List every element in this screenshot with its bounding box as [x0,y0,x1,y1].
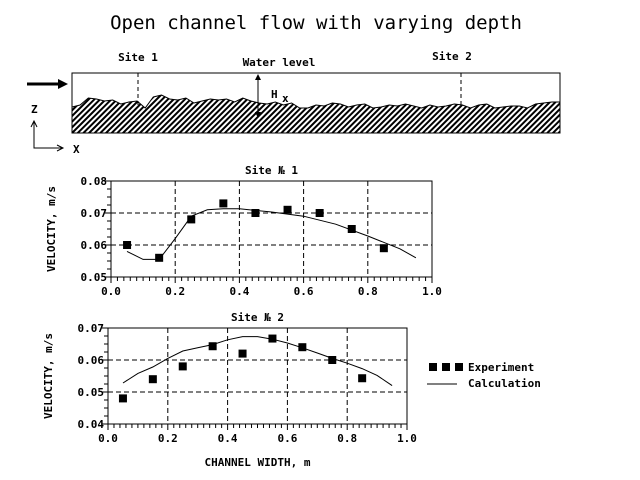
site2-label: Site 2 [432,50,472,63]
y-tick-label: 0.05 [81,271,108,284]
x-axis-label: X [73,143,80,156]
experiment-point [118,394,127,403]
experiment-point [208,342,217,351]
y-tick-label: 0.06 [78,354,105,367]
depth-arrow-up-icon [255,74,261,80]
depth-subscript: x [282,92,289,105]
x-tick-label: 0.8 [337,432,357,445]
y-tick-label: 0.05 [78,386,105,399]
x-tick-label: 0.4 [218,432,238,445]
water-level-label: Water level [243,56,316,69]
experiment-point [155,253,164,262]
plot-frame [110,180,433,278]
chart-site-2: Site № 2 0.0 0.2 0.4 0.6 0.8 1.0 0.04 0.05 0.06 0.… [42,311,417,469]
x-tick-label: 0.6 [277,432,297,445]
y-tick-label: 0.04 [78,418,105,431]
figure-title: Open channel flow with varying depth [110,12,522,34]
legend: Experiment Calculation [427,361,541,390]
x-tick-label: 1.0 [397,432,417,445]
experiment-point [358,374,367,383]
chart-site-1: Site № 1 0.0 0.2 0.4 0.6 0.8 1.0 0.05 0.06 0.07 0.… [45,164,442,298]
axes-icon [33,122,62,149]
plot-frame [107,327,408,425]
x-tick-label: 0.2 [165,285,185,298]
experiment-point [268,334,277,343]
experiment-point [148,375,157,384]
y-tick-label: 0.07 [81,207,108,220]
channel-diagram: Site 1 Site 2 Water level H x Z X [27,50,561,156]
depth-arrow-down-icon [255,112,261,118]
experiment-point [123,241,132,249]
experiment-point [251,209,260,217]
z-arrow-icon [30,119,38,128]
experiment-point [347,225,356,233]
experiment-point [238,349,247,358]
legend-experiment-marker [455,363,463,371]
x-tick-label: 0.6 [294,285,314,298]
chart-title: Site № 1 [245,164,298,177]
legend-experiment-marker [429,363,437,371]
x-tick-label: 0.2 [158,432,178,445]
experiment-point [379,244,388,253]
x-arrow-icon [56,144,65,152]
legend-experiment-label: Experiment [468,361,534,374]
legend-experiment-marker [442,363,450,371]
channel-bed [71,94,561,134]
y-axis-label: VELOCITY, m/s [42,333,55,419]
y-axis-label: VELOCITY, m/s [45,186,58,272]
chart-title: Site № 2 [231,311,284,324]
site1-label: Site 1 [118,51,158,64]
flow-arrowhead-icon [58,79,68,89]
x-tick-label: 0.0 [101,285,121,298]
experiment-point [283,205,292,214]
depth-label: H [271,88,278,101]
x-tick-label: 0.8 [358,285,378,298]
experiment-point [298,343,307,352]
legend-calculation-label: Calculation [468,377,541,390]
experiment-point [178,362,187,371]
x-tick-label: 0.0 [98,432,118,445]
calculation-line [126,208,417,260]
experiment-point [328,356,337,364]
experiment-point [219,199,228,208]
x-tick-label: 1.0 [422,285,442,298]
x-axis-label: CHANNEL WIDTH, m [205,456,311,469]
experiment-point [187,215,196,224]
x-tick-label: 0.4 [229,285,249,298]
y-tick-label: 0.06 [81,239,108,252]
z-axis-label: Z [31,103,38,116]
y-tick-label: 0.07 [78,322,105,335]
calculation-line [122,336,393,387]
y-tick-label: 0.08 [81,175,108,188]
experiment-point [315,209,324,217]
